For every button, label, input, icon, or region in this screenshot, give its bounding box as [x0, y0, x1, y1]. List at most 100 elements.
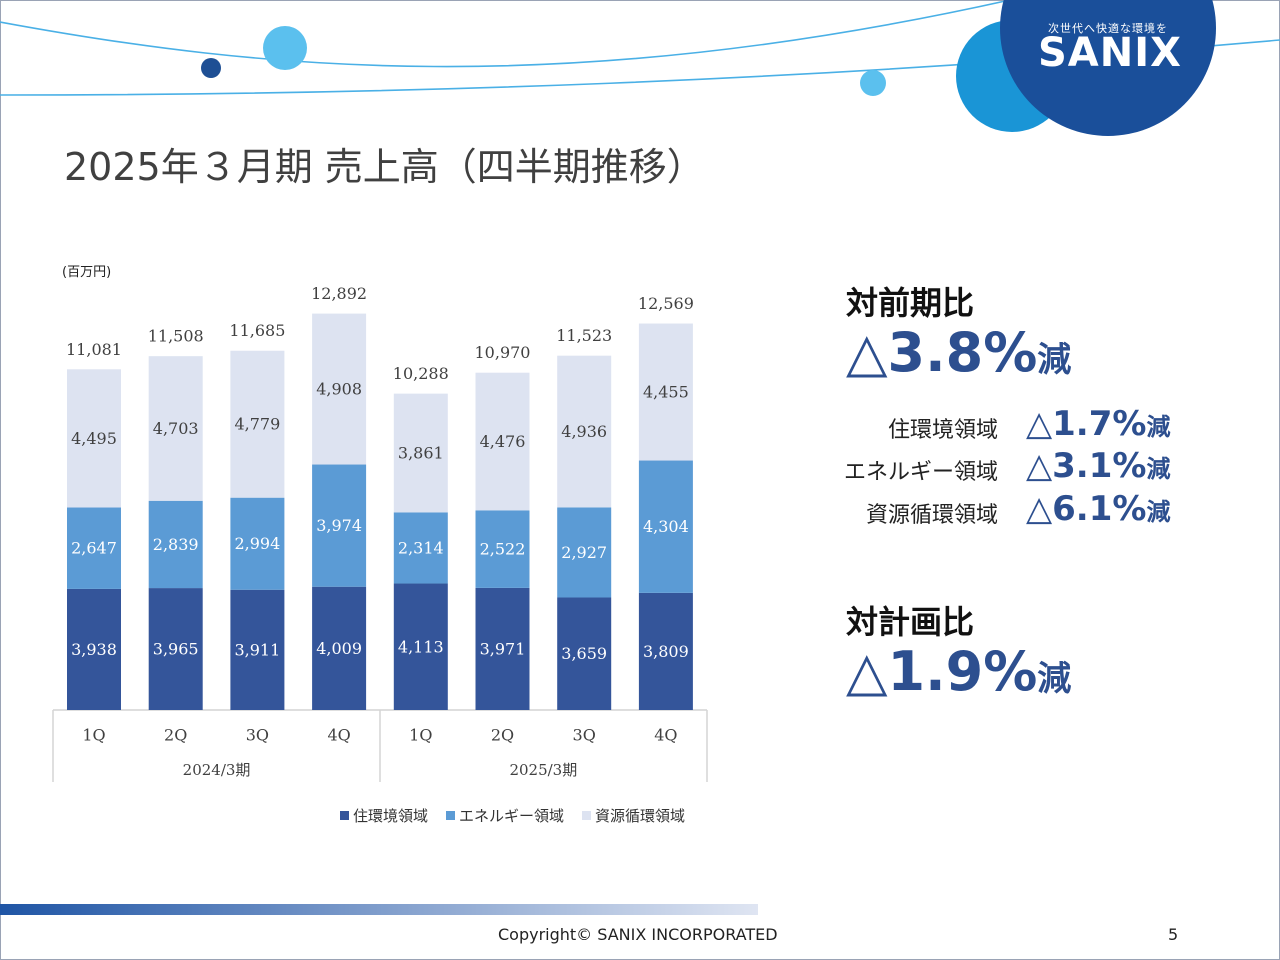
bar-value-label: 4,304 [643, 517, 689, 536]
x-tick-label: 4Q [654, 726, 677, 745]
segment-value-resource-number: △6.1% [1026, 489, 1147, 529]
bar-value-label: 4,009 [316, 639, 362, 658]
bar-value-label: 4,495 [71, 429, 117, 448]
segment-value-energy-number: △3.1% [1026, 446, 1147, 486]
bar-segment [230, 497, 285, 590]
segment-label-resource: 資源循環領域 [865, 503, 998, 528]
bar-value-label: 3,809 [643, 642, 689, 661]
segment-value-energy-suffix: 減 [1146, 455, 1171, 483]
chart-axis [52, 709, 708, 782]
chart-labels: 1Q 2Q 3Q 4Q 2024/3期 1Q 2Q 3Q 4Q 2025/3期 3,938 2,647… [66, 284, 694, 779]
bar-value-label: 4,113 [398, 637, 444, 656]
bar-value-label: 4,703 [153, 419, 199, 438]
segment-value-housing: △1.7%減 [1026, 404, 1170, 444]
bar-total-label: 11,685 [229, 321, 285, 340]
chart-bars [67, 313, 693, 710]
bar-segment [148, 500, 203, 589]
bar-segment [638, 460, 693, 593]
bar-segment [393, 512, 448, 584]
x-tick-label: 3Q [246, 726, 269, 745]
bar-total-label: 12,892 [311, 284, 367, 303]
bar-value-label: 3,974 [316, 516, 362, 535]
bar-segment [638, 323, 693, 461]
bar-value-label: 3,911 [234, 640, 280, 659]
segment-label-energy: エネルギー領域 [843, 460, 998, 485]
segment-value-housing-suffix: 減 [1146, 413, 1171, 441]
segment-label-housing: 住環境領域 [887, 418, 998, 443]
legend-swatch-resource [582, 811, 592, 820]
legend-label-energy: エネルギー領域 [459, 807, 565, 825]
chart-unit-label: (百万円) [62, 265, 112, 280]
bar-value-label: 4,908 [316, 380, 362, 399]
yoy-value: △3.8%減 [846, 326, 1071, 380]
legend-label-housing: 住環境領域 [353, 807, 429, 825]
bar-segment [67, 369, 121, 508]
segment-value-energy: △3.1%減 [1026, 446, 1170, 486]
page-title: 2025年３月期 売上高（四半期推移） [64, 145, 705, 189]
bar-value-label: 2,994 [234, 534, 280, 553]
plan-value-suffix: 減 [1037, 659, 1072, 699]
segment-row-energy: エネルギー領域 △3.1%減 [830, 446, 1210, 486]
yoy-value-number: △3.8% [846, 321, 1038, 384]
bar-segment [393, 583, 448, 710]
bar-value-label: 3,971 [480, 639, 526, 658]
bar-segment [475, 372, 530, 511]
bar-total-label: 10,970 [475, 343, 531, 362]
bar-value-label: 2,927 [561, 543, 607, 562]
segment-row-resource: 資源循環領域 △6.1%減 [830, 489, 1210, 529]
x-tick-label: 1Q [409, 726, 432, 745]
bar-segment [148, 356, 203, 501]
bar-value-label: 3,659 [561, 644, 607, 663]
bar-value-label: 2,647 [71, 539, 117, 558]
legend-swatch-energy [446, 811, 456, 820]
bar-total-label: 12,569 [638, 294, 694, 313]
chart-legend: 住環境領域 エネルギー領域 資源循環領域 [340, 805, 685, 826]
bar-value-label: 4,476 [480, 432, 526, 451]
bar-segment [638, 592, 693, 710]
bar-value-label: 3,965 [153, 640, 199, 659]
sanix-logo: SANIX [1038, 30, 1182, 76]
bar-value-label: 2,522 [480, 540, 526, 559]
x-tick-label: 3Q [573, 726, 596, 745]
bar-segment [67, 588, 121, 710]
logo-tagline: 次世代へ快適な環境を [1048, 22, 1168, 35]
yoy-heading: 対前期比 [846, 284, 975, 322]
bar-value-label: 3,938 [71, 640, 117, 659]
yoy-value-suffix: 減 [1037, 340, 1072, 380]
bar-segment [67, 507, 121, 589]
x-tick-label: 2Q [164, 726, 187, 745]
bar-value-label: 2,839 [153, 535, 199, 554]
legend-item-resource: 資源循環領域 [582, 805, 685, 826]
bar-segment [475, 587, 530, 710]
bar-total-label: 10,288 [393, 364, 449, 383]
bar-segment [312, 313, 367, 465]
bar-segment [557, 597, 612, 710]
bar-value-label: 4,779 [234, 415, 280, 434]
x-group-label: 2024/3期 [183, 761, 251, 779]
bar-value-label: 3,861 [398, 444, 444, 463]
legend-label-resource: 資源循環領域 [595, 807, 686, 825]
segment-row-housing: 住環境領域 △1.7%減 [830, 404, 1210, 444]
bar-segment [312, 464, 367, 587]
bar-total-label: 11,508 [148, 327, 204, 346]
bar-segment [230, 589, 285, 710]
bar-total-label: 11,081 [66, 340, 122, 359]
bar-segment [148, 588, 203, 710]
bar-segment [557, 507, 612, 598]
bar-segment [557, 355, 612, 508]
segment-value-housing-number: △1.7% [1026, 404, 1147, 444]
page-number: 5 [1168, 925, 1179, 944]
header-decoration [0, 0, 1280, 136]
legend-swatch-housing [340, 811, 349, 820]
legend-item-housing: 住環境領域 [340, 805, 428, 826]
bar-segment [475, 510, 530, 588]
footer-gradient-bar [0, 904, 758, 915]
bar-total-label: 11,523 [556, 326, 612, 345]
segment-value-resource: △6.1%減 [1026, 489, 1170, 529]
bar-segment [312, 586, 367, 710]
segment-value-resource-suffix: 減 [1146, 498, 1171, 526]
bar-value-label: 4,936 [561, 422, 607, 441]
bar-value-label: 4,455 [643, 383, 689, 402]
copyright-text: Copyright© SANIX INCORPORATED [498, 925, 778, 944]
